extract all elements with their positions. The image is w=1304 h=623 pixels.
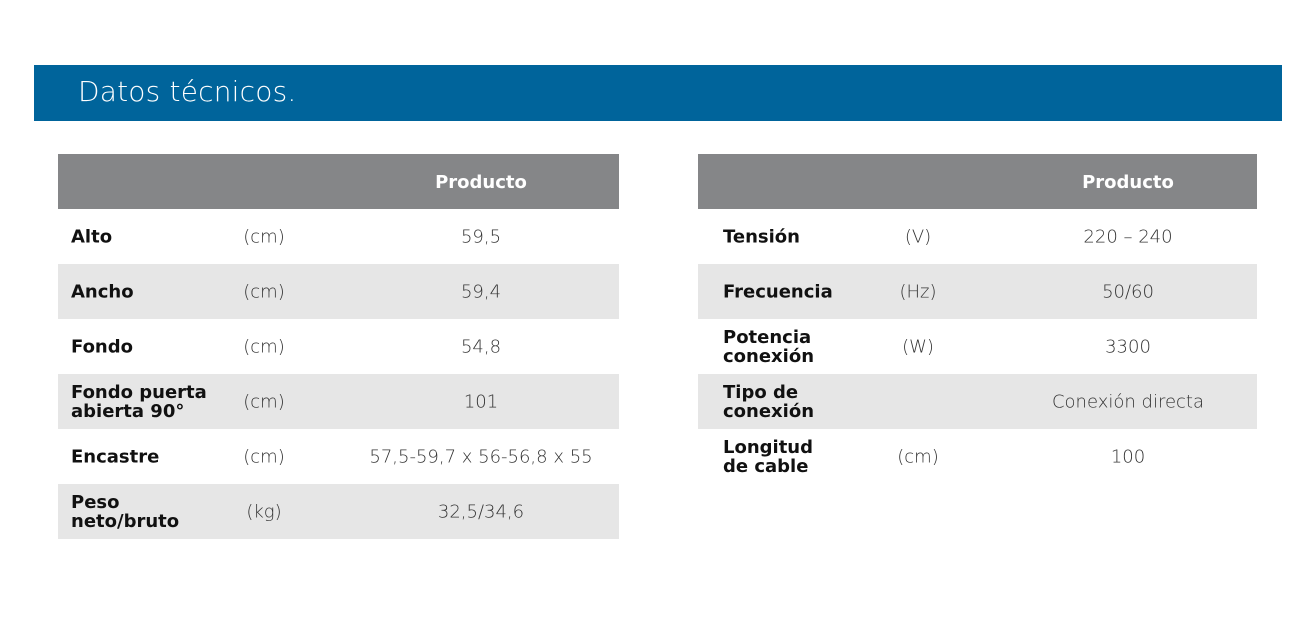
row-label: Tensión — [723, 226, 800, 247]
row-value: 3300 — [1105, 336, 1151, 357]
table-header: Producto — [698, 154, 1257, 209]
row-value: 59,5 — [460, 226, 502, 247]
row-label: Fondo puerta abierta 90° — [71, 381, 207, 422]
electrical-table: Producto Tensión (V) 220 – 240 Frecuencia (Hz… — [698, 154, 1257, 484]
row-value: 54,8 — [460, 336, 502, 357]
row-label: Potencia conexión — [723, 326, 815, 367]
row-value: 57,5-59,7 x 56-56,8 x 55 — [369, 446, 593, 467]
dimensions-table: Producto Alto (cm) 59,5 Ancho (cm) 59,4 Fondo (c… — [58, 154, 619, 539]
header-producto: Producto — [1082, 172, 1174, 193]
row-value: 32,5/34,6 — [437, 501, 525, 522]
table-row: Fondo puerta abierta 90° (cm) 101 — [58, 374, 619, 429]
row-label: Ancho — [71, 281, 134, 302]
row-value: 220 – 240 — [1083, 226, 1173, 247]
row-unit: (cm) — [243, 226, 285, 247]
table-row: Alto (cm) 59,5 — [58, 209, 619, 264]
table-row: Ancho (cm) 59,4 — [58, 264, 619, 319]
row-value: 50/60 — [1102, 281, 1154, 302]
row-unit: (cm) — [243, 281, 285, 302]
row-label: Encastre — [71, 446, 160, 467]
row-label: Longitud de cable — [723, 436, 814, 477]
table-row: Peso neto/bruto (kg) 32,5/34,6 — [58, 484, 619, 539]
table-row: Potencia conexión (W) 3300 — [698, 319, 1257, 374]
page-title: Datos técnicos. — [78, 75, 297, 108]
table-row: Tensión (V) 220 – 240 — [698, 209, 1257, 264]
title-banner: Datos técnicos. — [34, 65, 1282, 121]
row-unit: (V) — [904, 226, 932, 247]
row-value: 59,4 — [460, 281, 502, 302]
row-unit: (W) — [902, 336, 934, 357]
table-row: Longitud de cable (cm) 100 — [698, 429, 1257, 484]
table-header: Producto — [58, 154, 619, 209]
row-label: Tipo de conexión — [723, 381, 815, 422]
row-unit: (cm) — [243, 446, 285, 467]
table-row: Encastre (cm) 57,5-59,7 x 56-56,8 x 55 — [58, 429, 619, 484]
row-value: Conexión directa — [1051, 391, 1205, 412]
row-label: Peso neto/bruto — [71, 491, 180, 532]
row-label: Fondo — [71, 336, 133, 357]
row-label: Alto — [71, 226, 113, 247]
table-row: Fondo (cm) 54,8 — [58, 319, 619, 374]
table-row: Frecuencia (Hz) 50/60 — [698, 264, 1257, 319]
row-unit: (kg) — [246, 501, 282, 522]
row-unit: (cm) — [243, 336, 285, 357]
row-value: 101 — [463, 391, 499, 412]
row-unit: (cm) — [243, 391, 285, 412]
row-label: Frecuencia — [723, 281, 833, 302]
header-producto: Producto — [435, 172, 527, 193]
row-value: 100 — [1110, 446, 1146, 467]
table-row: Tipo de conexión Conexión directa — [698, 374, 1257, 429]
row-unit: (cm) — [897, 446, 939, 467]
row-unit: (Hz) — [899, 281, 937, 302]
